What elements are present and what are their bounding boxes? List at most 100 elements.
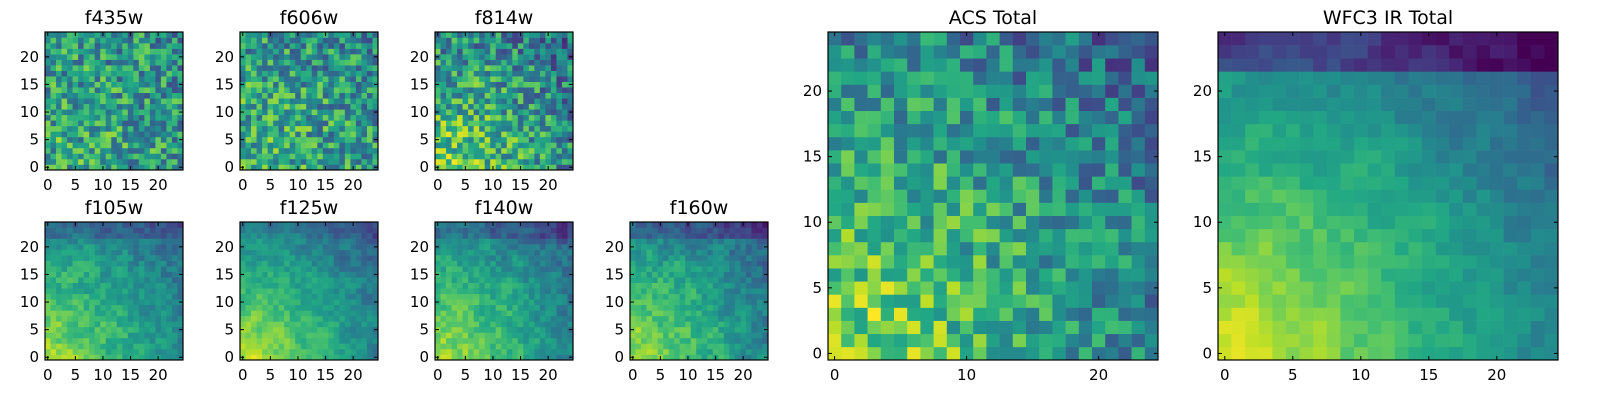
heatmap-cell xyxy=(372,120,379,127)
heatmap-cell xyxy=(361,299,368,306)
heatmap-cell xyxy=(284,164,290,171)
heatmap-cell xyxy=(635,321,642,328)
heatmap-cell xyxy=(133,227,140,234)
heatmap-cell xyxy=(1118,307,1132,321)
heatmap-cell xyxy=(490,293,497,300)
heatmap-cell xyxy=(105,142,112,149)
heatmap-cell xyxy=(734,299,741,306)
heatmap-cell xyxy=(556,153,563,160)
heatmap-cell xyxy=(284,244,290,250)
heatmap-cell xyxy=(144,76,151,82)
heatmap-cell xyxy=(127,249,134,256)
heatmap-cell xyxy=(512,76,519,82)
heatmap-cell xyxy=(545,142,552,149)
heatmap-cell xyxy=(523,87,530,94)
heatmap-cell xyxy=(355,109,362,116)
heatmap-cell xyxy=(100,299,107,306)
heatmap-cell xyxy=(690,271,697,278)
heatmap-cell xyxy=(550,54,557,60)
heatmap-cell xyxy=(1039,241,1053,256)
heatmap-cell xyxy=(278,65,285,71)
heatmap-cell xyxy=(468,59,474,66)
heatmap-cell xyxy=(440,277,447,284)
heatmap-cell xyxy=(160,288,167,295)
heatmap-cell xyxy=(484,299,491,306)
heatmap-cell xyxy=(350,227,357,234)
heatmap-cell xyxy=(690,288,697,295)
heatmap-cell xyxy=(166,315,173,322)
heatmap-cell xyxy=(707,337,714,344)
heatmap-cell xyxy=(61,260,68,267)
heatmap-cell xyxy=(138,43,145,49)
heatmap-cell xyxy=(718,310,725,317)
heatmap-cell xyxy=(946,189,961,203)
heatmap-cell xyxy=(523,271,530,278)
heatmap-cell xyxy=(333,92,340,99)
heatmap-cell xyxy=(479,266,485,272)
heatmap-cell xyxy=(78,310,84,317)
heatmap-cell xyxy=(630,315,636,322)
heatmap-cell xyxy=(295,48,302,55)
heatmap-cell xyxy=(567,147,574,154)
heatmap-cell xyxy=(295,76,302,82)
heatmap-cell xyxy=(333,87,340,94)
heatmap-cell xyxy=(166,70,173,77)
heatmap-cell xyxy=(435,59,441,66)
heatmap-cell xyxy=(100,271,107,278)
heatmap-cell xyxy=(440,37,447,44)
heatmap-cell xyxy=(322,76,329,82)
heatmap-cell xyxy=(89,332,95,339)
heatmap-cell xyxy=(679,249,686,256)
heatmap-cell xyxy=(105,54,112,60)
heatmap-cell xyxy=(344,65,351,71)
heatmap-cell xyxy=(495,70,502,77)
heatmap-cell xyxy=(561,54,568,60)
heatmap-cell xyxy=(133,131,140,138)
heatmap-cell xyxy=(366,109,373,116)
heatmap-cell xyxy=(127,125,134,132)
heatmap-cell xyxy=(473,92,480,99)
heatmap-cell xyxy=(539,238,546,245)
heatmap-cell xyxy=(920,255,934,269)
heatmap-cell xyxy=(495,343,502,350)
heatmap-cell xyxy=(567,288,574,295)
heatmap-cell xyxy=(284,233,290,239)
heatmap-cell xyxy=(907,307,921,321)
heatmap-cell xyxy=(295,348,302,355)
heatmap-cell xyxy=(451,266,458,272)
heatmap-cell xyxy=(284,54,290,60)
heatmap-cell xyxy=(344,321,351,328)
heatmap-cell xyxy=(61,288,68,295)
heatmap-cell xyxy=(361,282,368,289)
heatmap-cell xyxy=(1065,176,1080,190)
heatmap-cell xyxy=(907,202,921,216)
heatmap-cell xyxy=(668,293,675,300)
heatmap-cell xyxy=(127,255,134,261)
heatmap-cell xyxy=(127,81,134,88)
heatmap-cell xyxy=(50,288,57,295)
heatmap-cell xyxy=(668,260,675,267)
heatmap-cell xyxy=(528,164,535,171)
heatmap-cell xyxy=(116,37,123,44)
heatmap-cell xyxy=(322,142,329,149)
heatmap-cell xyxy=(56,120,62,127)
heatmap-cell xyxy=(105,81,112,88)
heatmap-cell xyxy=(273,87,279,94)
heatmap-cell xyxy=(256,271,263,278)
heatmap-cell xyxy=(344,81,351,88)
heatmap-cell xyxy=(67,153,73,160)
heatmap-cell xyxy=(61,326,68,333)
heatmap-cell xyxy=(45,87,51,94)
heatmap-cell xyxy=(245,266,252,272)
heatmap-cell xyxy=(751,227,758,234)
heatmap-cell xyxy=(745,255,752,261)
heatmap-cell xyxy=(528,114,535,121)
heatmap-cell xyxy=(523,315,530,322)
heatmap-cell xyxy=(278,337,285,344)
heatmap-cell xyxy=(867,241,882,256)
heatmap-cell xyxy=(177,114,184,121)
heatmap-cell xyxy=(534,244,541,250)
heatmap-cell xyxy=(111,92,118,99)
heatmap-cell xyxy=(440,321,447,328)
heatmap-cell xyxy=(311,277,318,284)
